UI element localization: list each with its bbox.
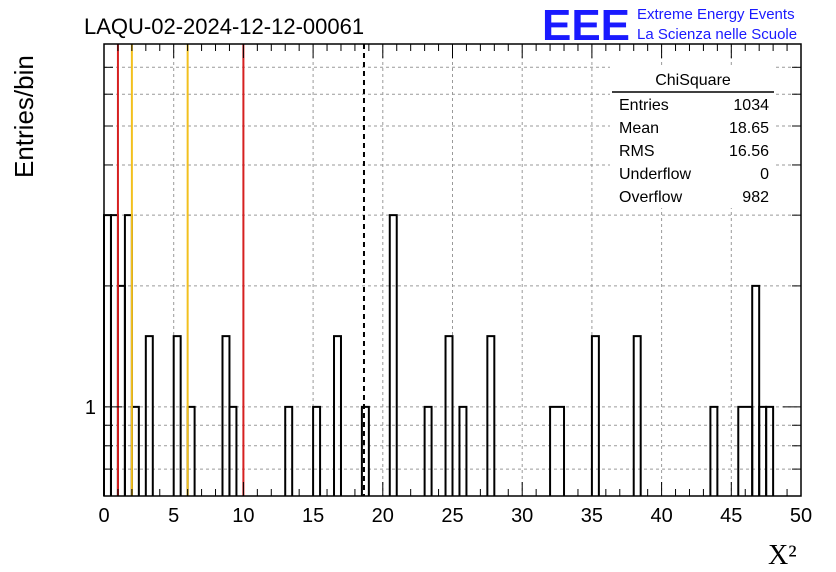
- x-tick-labels: 0 5 10 15 20 25 30 35 40 45 50: [98, 505, 812, 527]
- histogram-bar: [444, 335, 454, 496]
- histogram-bar: [333, 335, 342, 496]
- stats-value-rms: 16.56: [729, 143, 769, 160]
- stats-label-overflow: Overflow: [619, 189, 683, 206]
- stats-value-mean: 18.65: [729, 120, 769, 137]
- x-tick-label: 20: [372, 505, 394, 527]
- histogram-bar: [709, 405, 719, 496]
- histogram-bar: [172, 335, 182, 496]
- y-axis-title: Entries/bin: [9, 55, 39, 178]
- chart-title: LAQU-02-2024-12-12-00061: [84, 14, 364, 39]
- x-tick-label: 35: [581, 505, 603, 527]
- reference-lines: [116, 44, 365, 496]
- y-tick-label: 1: [85, 397, 96, 419]
- histogram-bar: [590, 335, 600, 496]
- histogram-bar: [549, 405, 566, 496]
- eee-logo: EEE Extreme Energy Events La Scienza nel…: [542, 1, 797, 50]
- x-tick-label: 40: [650, 505, 672, 527]
- x-tick-label: 0: [98, 505, 109, 527]
- stats-value-entries: 1034: [733, 97, 769, 114]
- stats-label-entries: Entries: [619, 97, 669, 114]
- histogram-bar: [423, 405, 433, 496]
- stats-value-overflow: 982: [742, 189, 769, 206]
- logo-letters: EEE: [542, 1, 630, 50]
- logo-line-2: La Scienza nelle Scuole: [637, 26, 797, 43]
- x-axis-title: X²: [768, 540, 797, 571]
- histogram-bar: [312, 405, 322, 496]
- histogram-bar: [751, 284, 761, 496]
- stats-label-underflow: Underflow: [619, 166, 691, 183]
- x-tick-label: 50: [790, 505, 812, 527]
- histogram-bar: [284, 405, 294, 496]
- histogram-bar: [144, 335, 154, 496]
- stats-label-mean: Mean: [619, 120, 659, 137]
- logo-line-1: Extreme Energy Events: [637, 6, 795, 23]
- y-tick-labels: 1: [85, 397, 96, 419]
- histogram-bar: [360, 405, 370, 496]
- stats-title: ChiSquare: [655, 72, 731, 89]
- histogram-bar: [458, 405, 468, 496]
- x-tick-label: 25: [441, 505, 463, 527]
- x-tick-label: 5: [168, 505, 179, 527]
- x-tick-label: 30: [511, 505, 533, 527]
- x-tick-label: 45: [720, 505, 742, 527]
- stats-value-underflow: 0: [760, 166, 769, 183]
- stats-label-rms: RMS: [619, 143, 655, 160]
- x-tick-label: 10: [232, 505, 254, 527]
- histogram-bar: [765, 405, 775, 496]
- histogram-bar: [632, 335, 642, 496]
- histogram-bar: [388, 214, 398, 496]
- x-tick-label: 15: [302, 505, 324, 527]
- stats-box: ChiSquare Entries 1034 Mean 18.65 RMS 16…: [610, 66, 776, 208]
- histogram-bar: [486, 335, 496, 496]
- histogram-bar: [228, 405, 238, 496]
- axis-ticks: [103, 44, 802, 496]
